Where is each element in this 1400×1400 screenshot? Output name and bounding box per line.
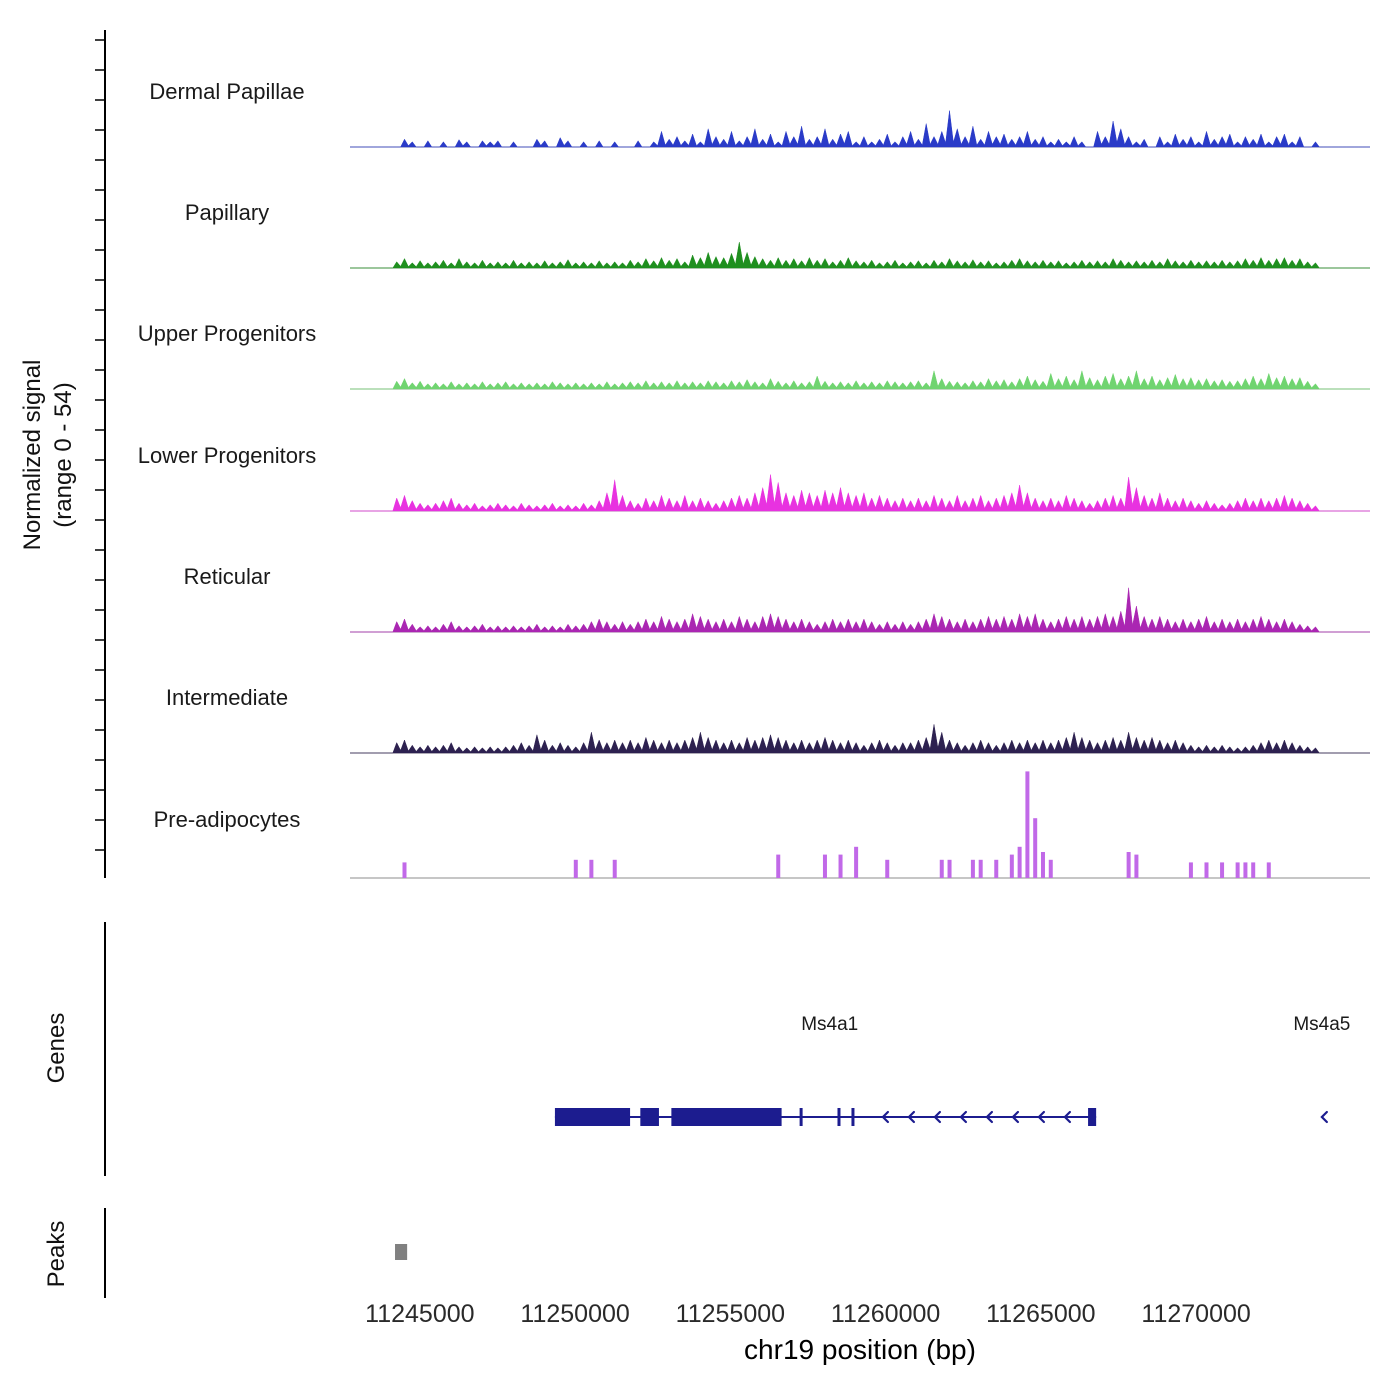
signal-bar-pre-adipocytes	[402, 862, 407, 878]
signal-bar-pre-adipocytes	[970, 859, 975, 878]
track-label-lower-progenitors: Lower Progenitors	[137, 443, 317, 468]
track-label-reticular: Reticular	[183, 564, 271, 589]
signal-bar-pre-adipocytes	[1204, 862, 1209, 878]
x-axis-tick-label: 11265000	[986, 1300, 1096, 1328]
signal-track-upper-progenitors	[350, 370, 1370, 390]
signal-bar-pre-adipocytes	[1188, 862, 1193, 878]
gene-label-ms4a1: Ms4a1	[801, 1014, 859, 1035]
signal-bar-pre-adipocytes	[838, 854, 843, 878]
gene-exon-thin	[799, 1108, 803, 1126]
signal-bar-pre-adipocytes	[1251, 862, 1256, 878]
gene-strand-arrow-icon	[907, 1110, 916, 1124]
signal-bar-pre-adipocytes	[776, 854, 781, 878]
signal-bar-pre-adipocytes	[947, 859, 952, 878]
signal-bar-pre-adipocytes	[854, 846, 859, 878]
track-label-papillary: Papillary	[184, 200, 270, 225]
x-axis-tick-label: 11270000	[1141, 1300, 1251, 1328]
signal-bar-pre-adipocytes	[612, 859, 617, 878]
signal-bar-pre-adipocytes	[822, 854, 827, 878]
signal-bar-pre-adipocytes	[885, 859, 890, 878]
track-label-dermal-papillae: Dermal Papillae	[149, 79, 305, 104]
signal-bar-pre-adipocytes	[1025, 771, 1030, 878]
signal-track-lower-progenitors	[350, 474, 1370, 512]
signal-bar-pre-adipocytes	[978, 859, 983, 878]
peaks-section-label: Peaks	[43, 1220, 70, 1288]
x-axis-tick-label: 11255000	[675, 1300, 786, 1328]
signal-track-papillary	[350, 241, 1370, 269]
gene-exon	[671, 1108, 782, 1126]
genes-section-label: Genes	[43, 1012, 70, 1084]
gene-exon-thin	[851, 1108, 855, 1126]
signal-bar-pre-adipocytes	[1235, 862, 1240, 878]
signal-bar-pre-adipocytes	[1126, 852, 1131, 878]
y-axis-title-line1: Normalized signal	[19, 359, 46, 551]
signal-bar-pre-adipocytes	[573, 859, 578, 878]
gene-strand-arrow-icon	[1037, 1110, 1046, 1124]
signal-bar-pre-adipocytes	[1048, 859, 1053, 878]
signal-track-dermal-papillae	[350, 110, 1370, 148]
track-label-pre-adipocytes: Pre-adipocytes	[153, 807, 301, 832]
gene-strand-arrow-icon	[1320, 1110, 1328, 1124]
signal-track-intermediate	[350, 724, 1370, 754]
signal-bar-pre-adipocytes	[1033, 818, 1038, 878]
signal-bar-pre-adipocytes	[994, 859, 999, 878]
gene-strand-arrow-icon	[933, 1110, 942, 1124]
signal-bar-pre-adipocytes	[1220, 862, 1225, 878]
signal-bar-pre-adipocytes	[939, 859, 944, 878]
gene-exon	[1088, 1108, 1097, 1126]
x-axis-tick-label: 11250000	[520, 1300, 630, 1328]
signal-bar-pre-adipocytes	[589, 859, 594, 878]
gene-exon	[554, 1108, 631, 1126]
gene-strand-arrow-icon	[1011, 1110, 1020, 1124]
gene-strand-arrow-icon	[881, 1110, 890, 1124]
gene-strand-arrow-icon	[959, 1110, 968, 1124]
signal-track-reticular	[350, 587, 1370, 633]
signal-bar-pre-adipocytes	[1009, 854, 1014, 878]
signal-bar-pre-adipocytes	[1040, 852, 1045, 878]
gene-exon	[640, 1108, 659, 1126]
x-axis-tick-label: 11260000	[830, 1300, 941, 1328]
signal-bar-pre-adipocytes	[1134, 854, 1139, 878]
gene-strand-arrow-icon	[1063, 1110, 1072, 1124]
gene-exon-thin	[837, 1108, 841, 1126]
x-axis-tick-label: 11245000	[365, 1300, 475, 1328]
peak-region	[395, 1244, 408, 1260]
track-label-intermediate: Intermediate	[165, 685, 289, 710]
signal-bar-pre-adipocytes	[1017, 846, 1022, 878]
track-label-upper-progenitors: Upper Progenitors	[137, 321, 317, 346]
gene-label-ms4a5: Ms4a5	[1293, 1014, 1351, 1035]
signal-bar-pre-adipocytes	[1243, 862, 1248, 878]
x-axis-title: chr19 position (bp)	[744, 1334, 976, 1365]
gene-strand-arrow-icon	[985, 1110, 994, 1124]
signal-bar-pre-adipocytes	[1266, 862, 1271, 878]
y-axis-title: Normalized signal (range 0 - 54)	[17, 255, 79, 655]
y-axis-title-line2: (range 0 - 54)	[50, 382, 77, 528]
